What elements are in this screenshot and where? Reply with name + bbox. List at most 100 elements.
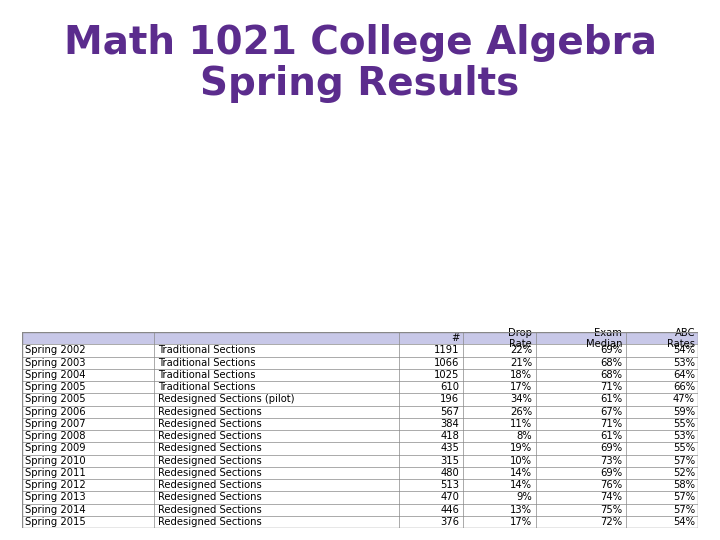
Text: Redesigned Sections: Redesigned Sections <box>158 431 261 441</box>
Text: 14%: 14% <box>510 468 532 478</box>
Text: Spring 2007: Spring 2007 <box>25 419 86 429</box>
Text: 435: 435 <box>441 443 459 454</box>
FancyBboxPatch shape <box>22 393 698 406</box>
Text: Redesigned Sections: Redesigned Sections <box>158 456 261 465</box>
Text: Traditional Sections: Traditional Sections <box>158 382 256 392</box>
Text: 1066: 1066 <box>434 357 459 368</box>
Text: 22%: 22% <box>510 346 532 355</box>
Text: ABC
Rates: ABC Rates <box>667 328 695 349</box>
FancyBboxPatch shape <box>22 516 698 528</box>
Text: 75%: 75% <box>600 505 622 515</box>
Text: Redesigned Sections: Redesigned Sections <box>158 492 261 503</box>
Text: 74%: 74% <box>600 492 622 503</box>
Text: Drop
Rate: Drop Rate <box>508 328 532 349</box>
Text: Spring 2006: Spring 2006 <box>25 407 86 417</box>
Text: 21%: 21% <box>510 357 532 368</box>
Text: 9%: 9% <box>516 492 532 503</box>
Text: Spring 2008: Spring 2008 <box>25 431 86 441</box>
Text: 69%: 69% <box>600 346 622 355</box>
Text: 52%: 52% <box>673 468 695 478</box>
Text: 315: 315 <box>441 456 459 465</box>
Text: 610: 610 <box>441 382 459 392</box>
Text: 57%: 57% <box>673 492 695 503</box>
Text: 384: 384 <box>441 419 459 429</box>
FancyBboxPatch shape <box>22 430 698 442</box>
Text: 18%: 18% <box>510 370 532 380</box>
Text: 68%: 68% <box>600 357 622 368</box>
Text: 418: 418 <box>441 431 459 441</box>
Text: 69%: 69% <box>600 443 622 454</box>
Text: 61%: 61% <box>600 431 622 441</box>
Text: Spring 2004: Spring 2004 <box>25 370 86 380</box>
Text: 376: 376 <box>441 517 459 527</box>
Text: 196: 196 <box>441 395 459 404</box>
Text: 8%: 8% <box>517 431 532 441</box>
Text: 55%: 55% <box>673 419 695 429</box>
Text: Spring 2014: Spring 2014 <box>25 505 86 515</box>
Text: Redesigned Sections: Redesigned Sections <box>158 443 261 454</box>
Text: 57%: 57% <box>673 505 695 515</box>
FancyBboxPatch shape <box>22 345 698 356</box>
Text: Math 1021 College Algebra: Math 1021 College Algebra <box>63 24 657 62</box>
Text: Spring 2002: Spring 2002 <box>25 346 86 355</box>
Text: Spring 2003: Spring 2003 <box>25 357 86 368</box>
Text: 57%: 57% <box>673 456 695 465</box>
Text: Spring 2011: Spring 2011 <box>25 468 86 478</box>
Text: 513: 513 <box>441 480 459 490</box>
Text: 34%: 34% <box>510 395 532 404</box>
Text: Redesigned Sections: Redesigned Sections <box>158 468 261 478</box>
Text: 54%: 54% <box>673 346 695 355</box>
FancyBboxPatch shape <box>22 381 698 393</box>
Text: Redesigned Sections (pilot): Redesigned Sections (pilot) <box>158 395 294 404</box>
Text: 76%: 76% <box>600 480 622 490</box>
Text: 69%: 69% <box>600 468 622 478</box>
Text: 67%: 67% <box>600 407 622 417</box>
FancyBboxPatch shape <box>22 369 698 381</box>
Text: 71%: 71% <box>600 382 622 392</box>
Text: Redesigned Sections: Redesigned Sections <box>158 517 261 527</box>
Text: 17%: 17% <box>510 382 532 392</box>
Text: 1025: 1025 <box>434 370 459 380</box>
FancyBboxPatch shape <box>22 467 698 479</box>
FancyBboxPatch shape <box>22 418 698 430</box>
FancyBboxPatch shape <box>22 442 698 455</box>
Text: 64%: 64% <box>673 370 695 380</box>
Text: 567: 567 <box>441 407 459 417</box>
Text: 19%: 19% <box>510 443 532 454</box>
Text: 53%: 53% <box>673 357 695 368</box>
Text: Exam
Median: Exam Median <box>585 328 622 349</box>
Text: Spring 2013: Spring 2013 <box>25 492 86 503</box>
Text: Spring 2015: Spring 2015 <box>25 517 86 527</box>
Text: 47%: 47% <box>673 395 695 404</box>
Text: 26%: 26% <box>510 407 532 417</box>
Text: 10%: 10% <box>510 456 532 465</box>
Text: 53%: 53% <box>673 431 695 441</box>
FancyBboxPatch shape <box>22 504 698 516</box>
Text: 17%: 17% <box>510 517 532 527</box>
Text: Traditional Sections: Traditional Sections <box>158 346 256 355</box>
Text: 68%: 68% <box>600 370 622 380</box>
Text: #: # <box>451 333 459 343</box>
Text: 14%: 14% <box>510 480 532 490</box>
Text: Spring 2009: Spring 2009 <box>25 443 86 454</box>
Text: Redesigned Sections: Redesigned Sections <box>158 505 261 515</box>
Text: 73%: 73% <box>600 456 622 465</box>
Text: Traditional Sections: Traditional Sections <box>158 357 256 368</box>
FancyBboxPatch shape <box>22 455 698 467</box>
Text: 480: 480 <box>441 468 459 478</box>
Text: Spring 2010: Spring 2010 <box>25 456 86 465</box>
Text: 55%: 55% <box>673 443 695 454</box>
FancyBboxPatch shape <box>22 406 698 418</box>
Text: 61%: 61% <box>600 395 622 404</box>
Text: Redesigned Sections: Redesigned Sections <box>158 419 261 429</box>
FancyBboxPatch shape <box>22 356 698 369</box>
FancyBboxPatch shape <box>22 479 698 491</box>
Text: Spring Results: Spring Results <box>200 65 520 103</box>
Text: Traditional Sections: Traditional Sections <box>158 370 256 380</box>
FancyBboxPatch shape <box>22 491 698 504</box>
Text: Spring 2005: Spring 2005 <box>25 395 86 404</box>
Text: 54%: 54% <box>673 517 695 527</box>
Text: Spring 2005: Spring 2005 <box>25 382 86 392</box>
Text: 11%: 11% <box>510 419 532 429</box>
Text: 1191: 1191 <box>434 346 459 355</box>
